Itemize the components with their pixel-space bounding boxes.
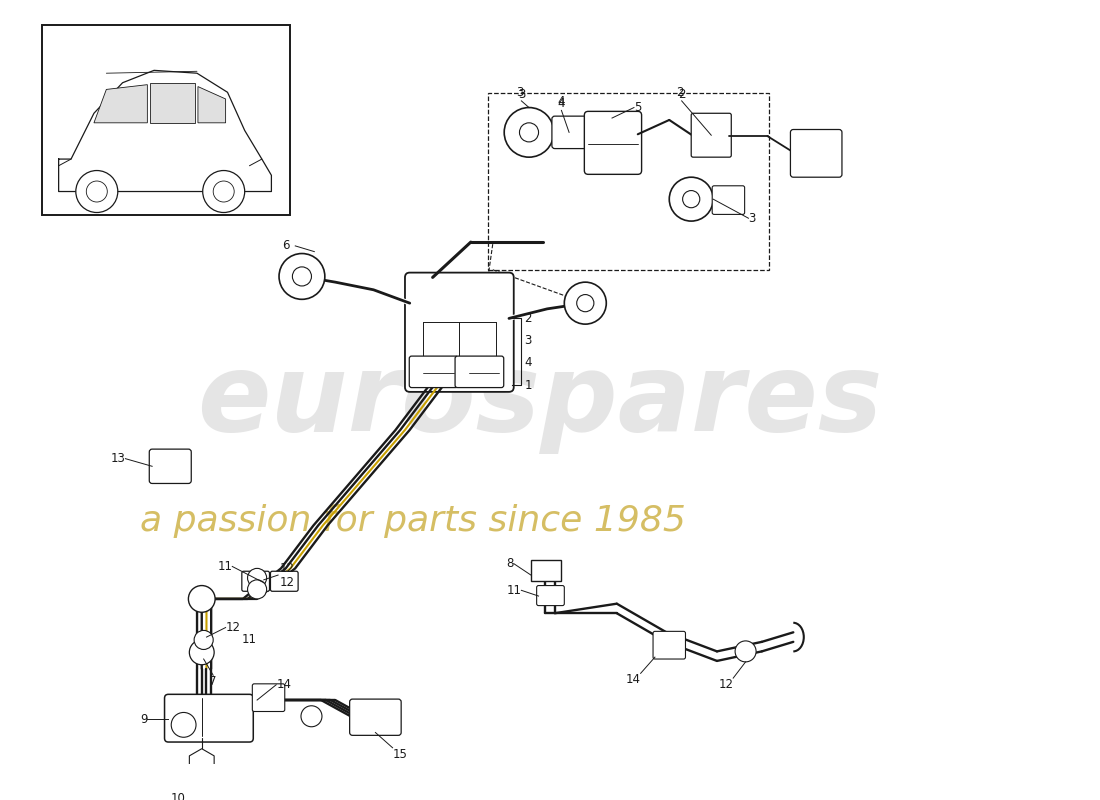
Text: 2: 2 xyxy=(678,88,685,101)
Text: 10: 10 xyxy=(170,792,186,800)
Text: 3: 3 xyxy=(525,334,531,347)
Circle shape xyxy=(189,640,214,665)
Text: 12: 12 xyxy=(226,621,241,634)
Text: 12: 12 xyxy=(718,678,734,691)
Circle shape xyxy=(683,190,700,208)
Circle shape xyxy=(202,170,244,213)
FancyBboxPatch shape xyxy=(405,273,514,392)
Text: 3: 3 xyxy=(518,88,525,101)
Text: 12: 12 xyxy=(280,562,295,575)
Text: a passion for parts since 1985: a passion for parts since 1985 xyxy=(140,504,685,538)
Text: 14: 14 xyxy=(626,674,640,686)
Text: 12: 12 xyxy=(280,576,295,589)
Circle shape xyxy=(194,630,213,650)
Text: eurospares: eurospares xyxy=(197,349,882,454)
FancyBboxPatch shape xyxy=(350,699,402,735)
Text: 11: 11 xyxy=(506,584,521,597)
FancyBboxPatch shape xyxy=(242,571,270,591)
Circle shape xyxy=(576,294,594,312)
FancyBboxPatch shape xyxy=(252,684,285,711)
Text: 14: 14 xyxy=(276,678,292,691)
Circle shape xyxy=(76,170,118,213)
Text: 3: 3 xyxy=(516,86,524,99)
FancyBboxPatch shape xyxy=(271,571,298,591)
Circle shape xyxy=(172,713,196,738)
Polygon shape xyxy=(94,85,147,123)
Text: 4: 4 xyxy=(558,94,565,107)
FancyBboxPatch shape xyxy=(691,114,732,157)
Circle shape xyxy=(293,267,311,286)
Text: 6: 6 xyxy=(282,239,289,252)
Polygon shape xyxy=(151,82,195,123)
FancyBboxPatch shape xyxy=(791,130,842,178)
FancyBboxPatch shape xyxy=(43,25,290,215)
Polygon shape xyxy=(58,70,272,191)
Text: 7: 7 xyxy=(209,675,217,688)
Circle shape xyxy=(301,706,322,726)
FancyBboxPatch shape xyxy=(653,631,685,659)
FancyBboxPatch shape xyxy=(537,586,564,606)
FancyBboxPatch shape xyxy=(531,560,561,581)
Circle shape xyxy=(735,641,756,662)
Text: 3: 3 xyxy=(748,212,756,225)
Circle shape xyxy=(188,586,216,612)
Circle shape xyxy=(213,181,234,202)
Text: 13: 13 xyxy=(110,452,125,465)
Polygon shape xyxy=(198,86,226,123)
Circle shape xyxy=(564,282,606,324)
Text: 2: 2 xyxy=(676,86,683,99)
Circle shape xyxy=(248,568,266,587)
Text: 11: 11 xyxy=(242,634,256,646)
Text: 1: 1 xyxy=(525,378,531,392)
FancyBboxPatch shape xyxy=(150,449,191,483)
Text: 4: 4 xyxy=(558,98,565,110)
Circle shape xyxy=(86,181,108,202)
FancyBboxPatch shape xyxy=(409,356,458,387)
Text: 15: 15 xyxy=(393,748,407,761)
FancyBboxPatch shape xyxy=(165,694,253,742)
Circle shape xyxy=(248,580,266,599)
FancyBboxPatch shape xyxy=(552,116,589,149)
Text: 8: 8 xyxy=(506,557,514,570)
FancyBboxPatch shape xyxy=(584,111,641,174)
Text: 2: 2 xyxy=(525,312,531,325)
FancyBboxPatch shape xyxy=(455,356,504,387)
FancyBboxPatch shape xyxy=(712,186,745,214)
Text: 4: 4 xyxy=(525,357,531,370)
Text: 5: 5 xyxy=(634,101,641,114)
Text: 9: 9 xyxy=(140,713,147,726)
Circle shape xyxy=(519,123,539,142)
Circle shape xyxy=(504,107,553,157)
Text: 11: 11 xyxy=(218,560,232,573)
Circle shape xyxy=(279,254,324,299)
Circle shape xyxy=(669,178,713,221)
